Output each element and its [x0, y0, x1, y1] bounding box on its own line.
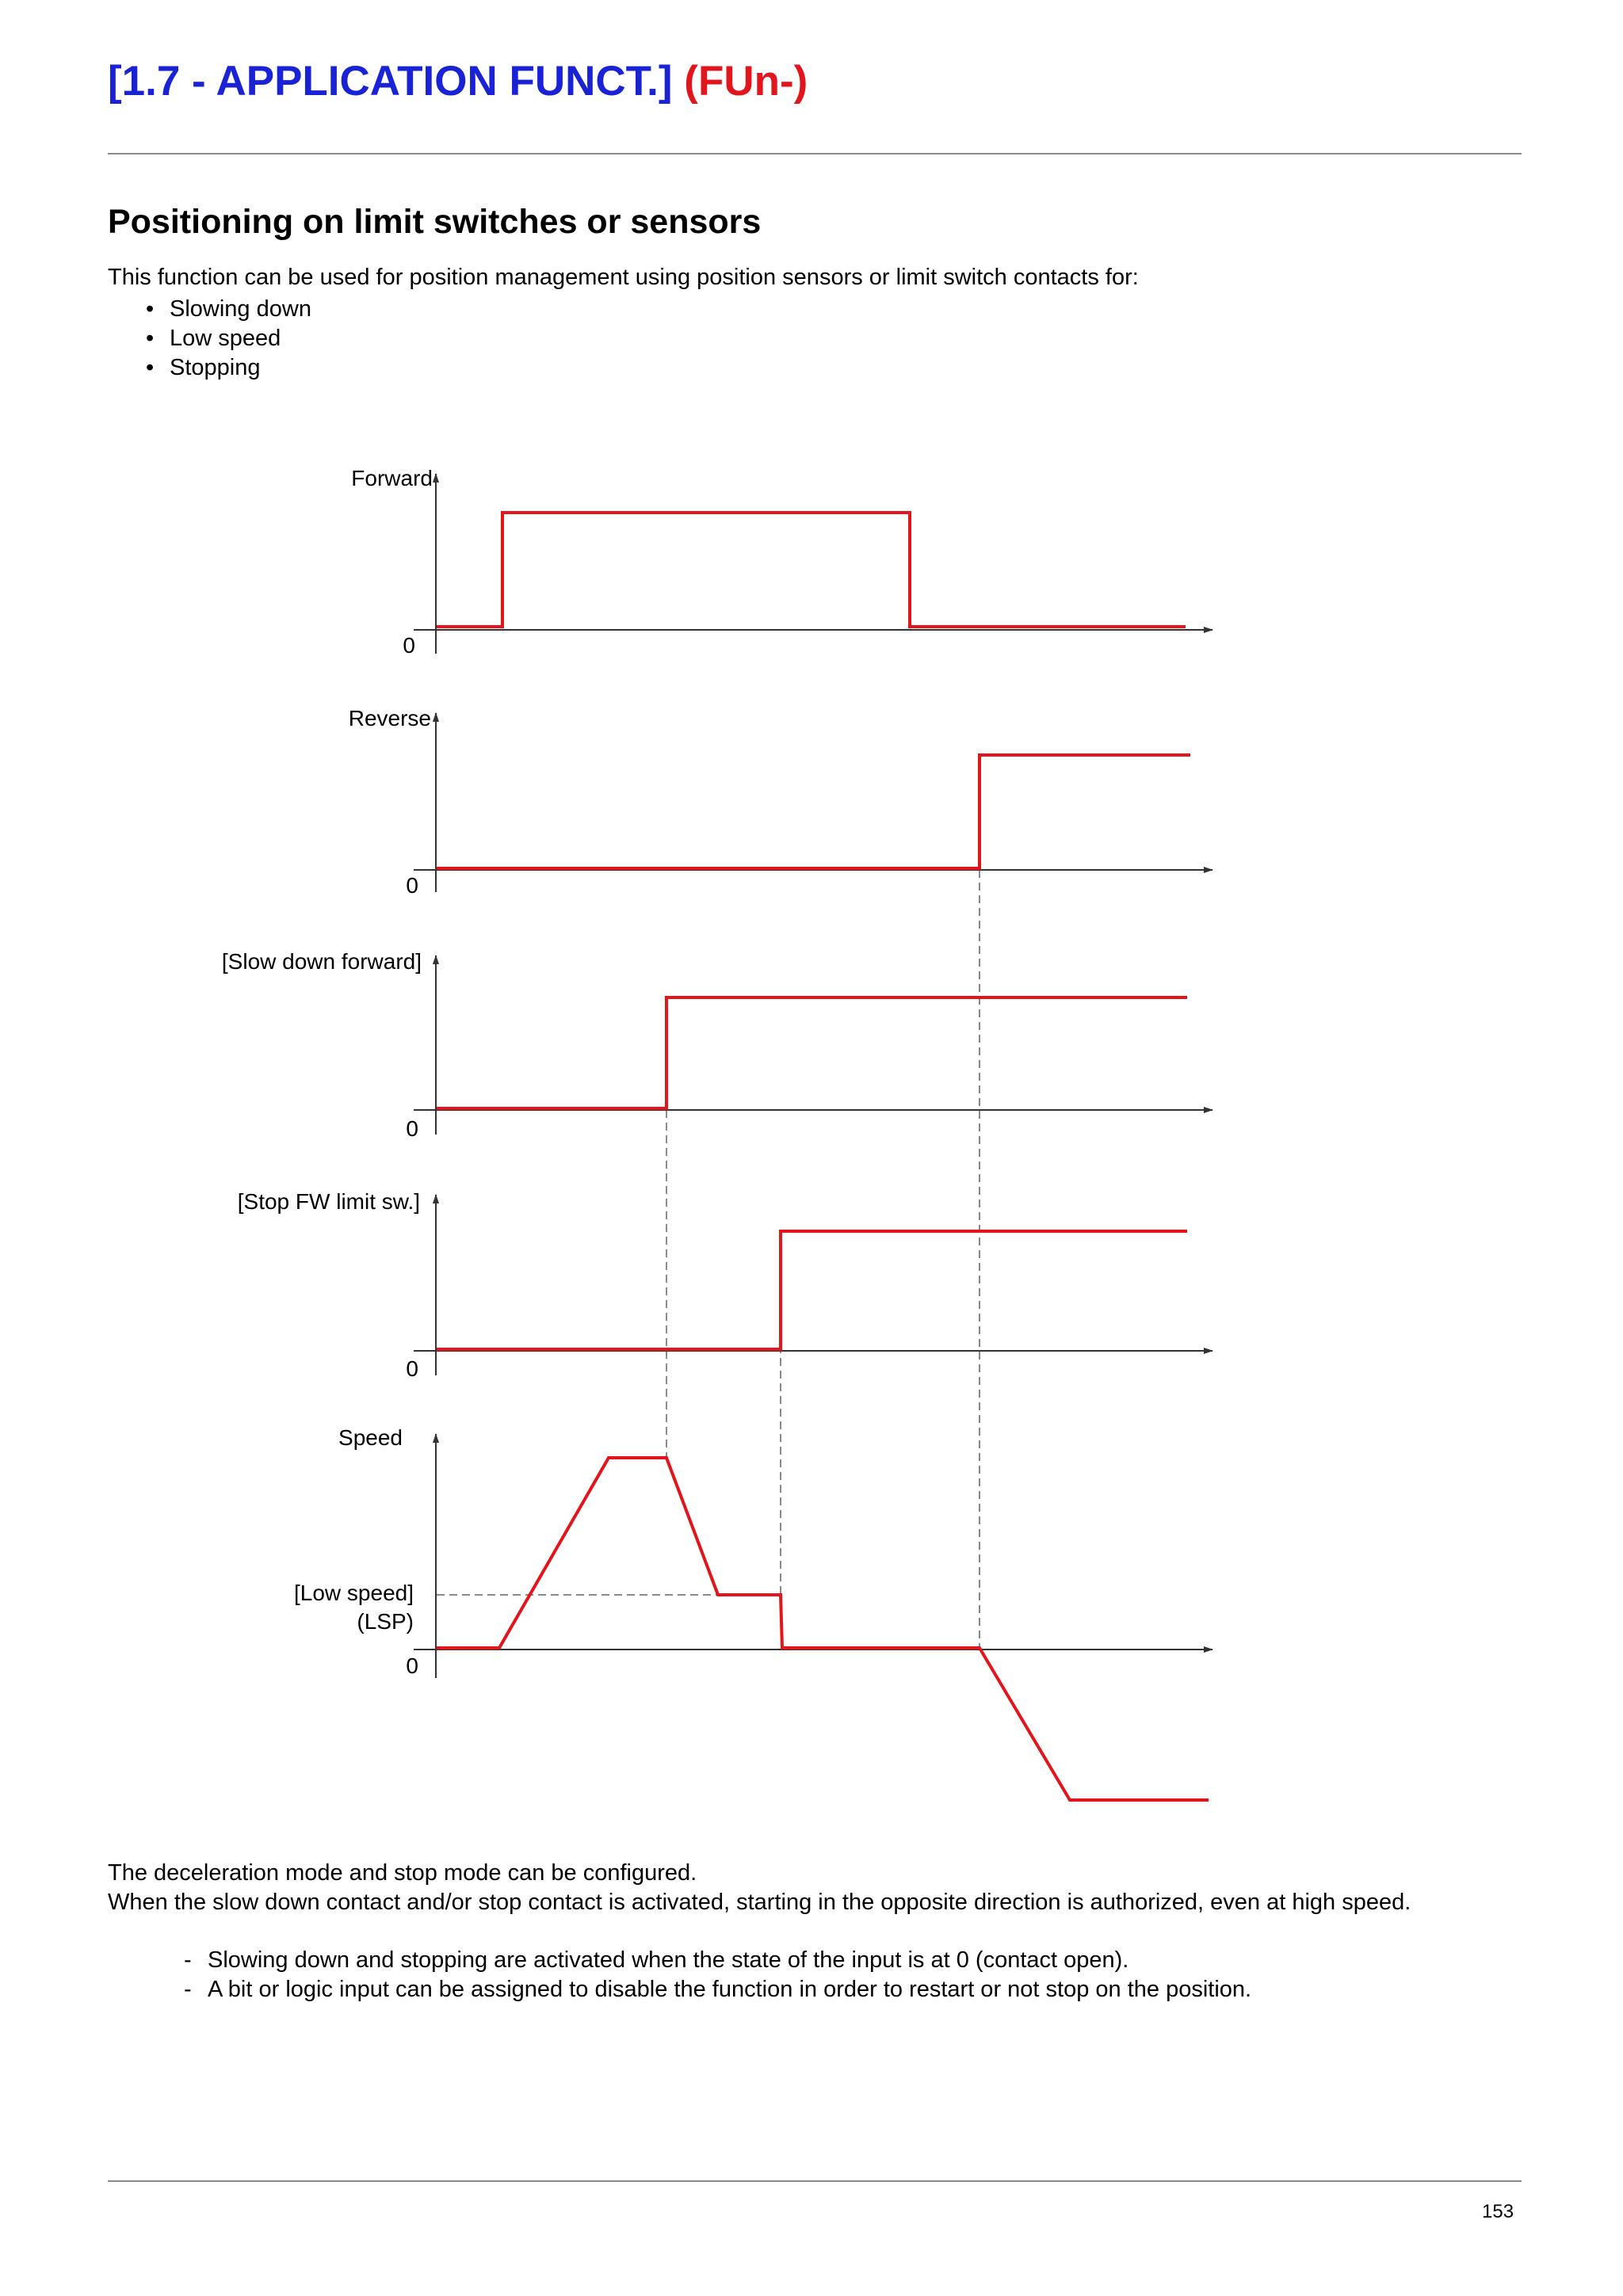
- zero-label: 0: [406, 1653, 418, 1678]
- forward-trace: [437, 511, 1186, 628]
- signal-label-stop-fw-limit: [Stop FW limit sw.]: [238, 1189, 420, 1214]
- list-item: A bit or logic input can be assigned to …: [184, 1975, 1251, 2004]
- stop-limit-trace: [437, 1230, 1187, 1351]
- signal-label-reverse: Reverse: [349, 706, 431, 730]
- intro-text: This function can be used for position m…: [108, 265, 1139, 290]
- list-item: Stopping: [146, 353, 311, 383]
- zero-label: 0: [406, 1356, 418, 1381]
- signal-label-low-speed: [Low speed]: [294, 1581, 414, 1605]
- page-title: [1.7 - APPLICATION FUNCT.] (FUn-): [108, 57, 808, 105]
- signal-label-speed: Speed: [338, 1425, 403, 1450]
- reverse-trace: [437, 753, 1190, 870]
- signal-label-forward: Forward: [351, 466, 433, 490]
- speed-trace: [437, 1456, 1209, 1802]
- page-title-main: [1.7 - APPLICATION FUNCT.]: [108, 58, 673, 105]
- footer-divider: [108, 2180, 1522, 2182]
- zero-label: 0: [406, 873, 418, 898]
- note-line-1: The deceleration mode and stop mode can …: [108, 1860, 697, 1886]
- bullet-list: Slowing down Low speed Stopping: [146, 295, 311, 383]
- page-title-code: (FUn-): [684, 58, 808, 105]
- zero-label: 0: [403, 633, 415, 658]
- signal-label-slow-down-forward: [Slow down forward]: [222, 949, 422, 974]
- page-number: 153: [1482, 2201, 1514, 2222]
- header-divider: [108, 153, 1522, 154]
- list-item: Slowing down: [146, 295, 311, 324]
- note-line-2: When the slow down contact and/or stop c…: [108, 1890, 1411, 1915]
- dash-list: Slowing down and stopping are activated …: [184, 1946, 1251, 2004]
- zero-label: 0: [406, 1116, 418, 1141]
- signal-label-lsp: (LSP): [357, 1609, 414, 1634]
- list-item: Low speed: [146, 324, 311, 353]
- section-heading: Positioning on limit switches or sensors: [108, 203, 762, 241]
- slow-down-trace: [437, 996, 1187, 1110]
- list-item: Slowing down and stopping are activated …: [184, 1946, 1251, 1975]
- guide-lines: [437, 870, 980, 1650]
